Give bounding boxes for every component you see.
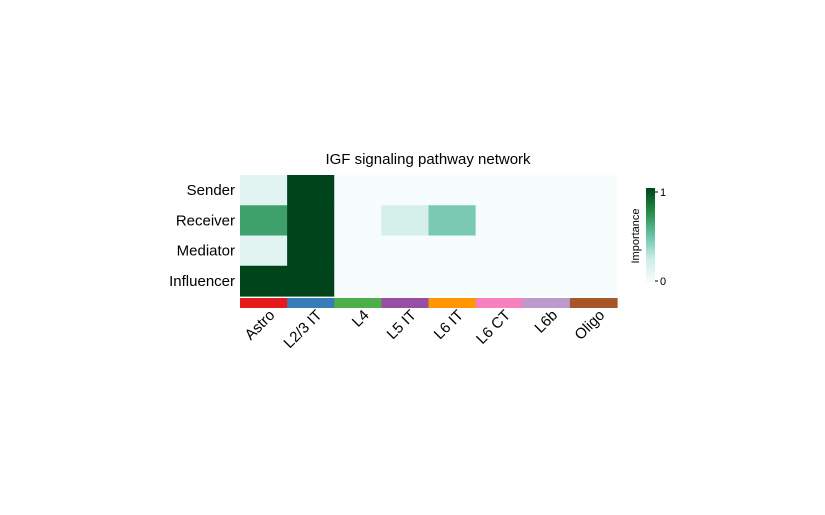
legend-color-bar (646, 188, 655, 282)
heatmap-cells (240, 175, 618, 297)
column-label-7: L6b (531, 307, 561, 337)
heatmap-cell-receiver-6 (475, 205, 524, 237)
legend-max-label: 1 (660, 187, 666, 199)
heatmap-cell-sender-3 (334, 175, 382, 206)
heatmap-cell-mediator-7 (522, 235, 571, 267)
heatmap-cell-sender-1 (240, 175, 288, 206)
heatmap-cell-mediator-2 (287, 235, 335, 267)
heatmap-cell-sender-2 (287, 175, 335, 206)
row-label-mediator: Mediator (177, 243, 235, 260)
column-label-5: L6 IT (431, 307, 467, 343)
column-color-5 (428, 298, 477, 308)
heatmap-cell-receiver-4 (381, 205, 430, 237)
heatmap-cell-influencer-4 (381, 265, 430, 297)
heatmap-cell-influencer-5 (428, 265, 477, 297)
heatmap-cell-mediator-3 (334, 235, 382, 267)
column-color-3 (334, 298, 382, 308)
column-color-6 (475, 298, 524, 308)
column-label-2: L2/3 IT (280, 307, 325, 352)
row-label-receiver: Receiver (176, 212, 235, 229)
heatmap-cell-influencer-1 (240, 265, 288, 297)
column-color-4 (381, 298, 430, 308)
importance-legend: 1 0 Importance (630, 187, 666, 288)
heatmap-cell-receiver-7 (522, 205, 571, 237)
heatmap-cell-sender-7 (522, 175, 571, 206)
heatmap-cell-influencer-2 (287, 265, 335, 297)
heatmap-cell-influencer-8 (569, 265, 618, 297)
column-label-8: Oligo (571, 307, 608, 344)
heatmap-cell-receiver-5 (428, 205, 477, 237)
heatmap-cell-receiver-8 (569, 205, 618, 237)
legend-title: Importance (630, 208, 642, 263)
row-labels: Sender Receiver Mediator Influencer (169, 182, 235, 290)
column-color-2 (287, 298, 335, 308)
column-color-1 (240, 298, 288, 308)
heatmap-cell-receiver-2 (287, 205, 335, 237)
heatmap-cell-mediator-5 (428, 235, 477, 267)
heatmap-cell-influencer-3 (334, 265, 382, 297)
heatmap-cell-sender-4 (381, 175, 430, 206)
column-color-7 (522, 298, 571, 308)
column-label-4: L5 IT (384, 307, 420, 343)
column-labels: Astro L2/3 IT L4 L5 IT L6 IT L6 CT L6b Oligo (242, 307, 609, 352)
heatmap-cell-mediator-8 (569, 235, 618, 267)
heatmap-cell-receiver-3 (334, 205, 382, 237)
column-label-6: L6 CT (473, 307, 514, 348)
heatmap-cell-mediator-1 (240, 235, 288, 267)
heatmap-cell-sender-5 (428, 175, 477, 206)
heatmap-cell-sender-6 (475, 175, 524, 206)
column-label-3: L4 (349, 307, 373, 331)
heatmap-cell-influencer-7 (522, 265, 571, 297)
row-label-influencer: Influencer (169, 273, 235, 290)
heatmap-cell-mediator-6 (475, 235, 524, 267)
column-color-bar (240, 298, 618, 308)
heatmap-cell-sender-8 (569, 175, 618, 206)
heatmap-cell-influencer-6 (475, 265, 524, 297)
heatmap-cell-mediator-4 (381, 235, 430, 267)
legend-min-label: 0 (660, 276, 666, 288)
column-label-1: Astro (242, 307, 279, 344)
chart-title: IGF signaling pathway network (325, 151, 531, 168)
row-label-sender: Sender (187, 182, 235, 199)
column-color-8 (569, 298, 618, 308)
heatmap-cell-receiver-1 (240, 205, 288, 237)
